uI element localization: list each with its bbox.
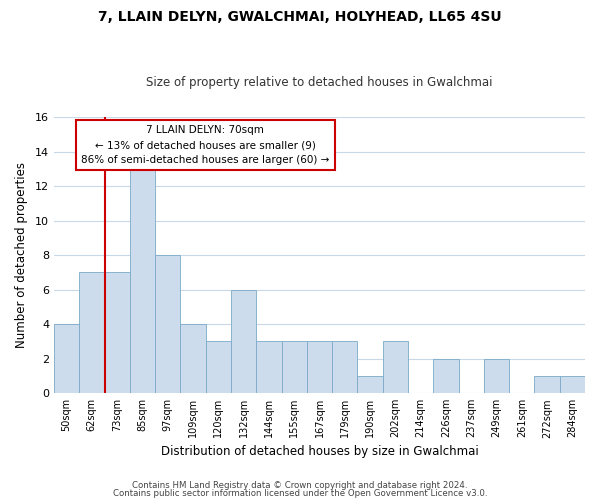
Bar <box>231 290 256 393</box>
Bar <box>181 324 206 393</box>
Bar <box>206 342 231 393</box>
Bar <box>54 324 79 393</box>
Bar <box>155 255 181 393</box>
Bar <box>484 358 509 393</box>
Bar <box>104 272 130 393</box>
Bar <box>281 342 307 393</box>
Bar <box>332 342 358 393</box>
Text: 7, LLAIN DELYN, GWALCHMAI, HOLYHEAD, LL65 4SU: 7, LLAIN DELYN, GWALCHMAI, HOLYHEAD, LL6… <box>98 10 502 24</box>
Text: Contains public sector information licensed under the Open Government Licence v3: Contains public sector information licen… <box>113 488 487 498</box>
Text: Contains HM Land Registry data © Crown copyright and database right 2024.: Contains HM Land Registry data © Crown c… <box>132 481 468 490</box>
Bar <box>535 376 560 393</box>
Bar <box>358 376 383 393</box>
Title: Size of property relative to detached houses in Gwalchmai: Size of property relative to detached ho… <box>146 76 493 90</box>
Bar <box>560 376 585 393</box>
Y-axis label: Number of detached properties: Number of detached properties <box>15 162 28 348</box>
Bar <box>307 342 332 393</box>
X-axis label: Distribution of detached houses by size in Gwalchmai: Distribution of detached houses by size … <box>161 444 478 458</box>
Bar <box>383 342 408 393</box>
Bar <box>433 358 458 393</box>
Bar <box>79 272 104 393</box>
Bar <box>256 342 281 393</box>
Bar <box>130 169 155 393</box>
Text: 7 LLAIN DELYN: 70sqm
← 13% of detached houses are smaller (9)
86% of semi-detach: 7 LLAIN DELYN: 70sqm ← 13% of detached h… <box>81 126 329 165</box>
